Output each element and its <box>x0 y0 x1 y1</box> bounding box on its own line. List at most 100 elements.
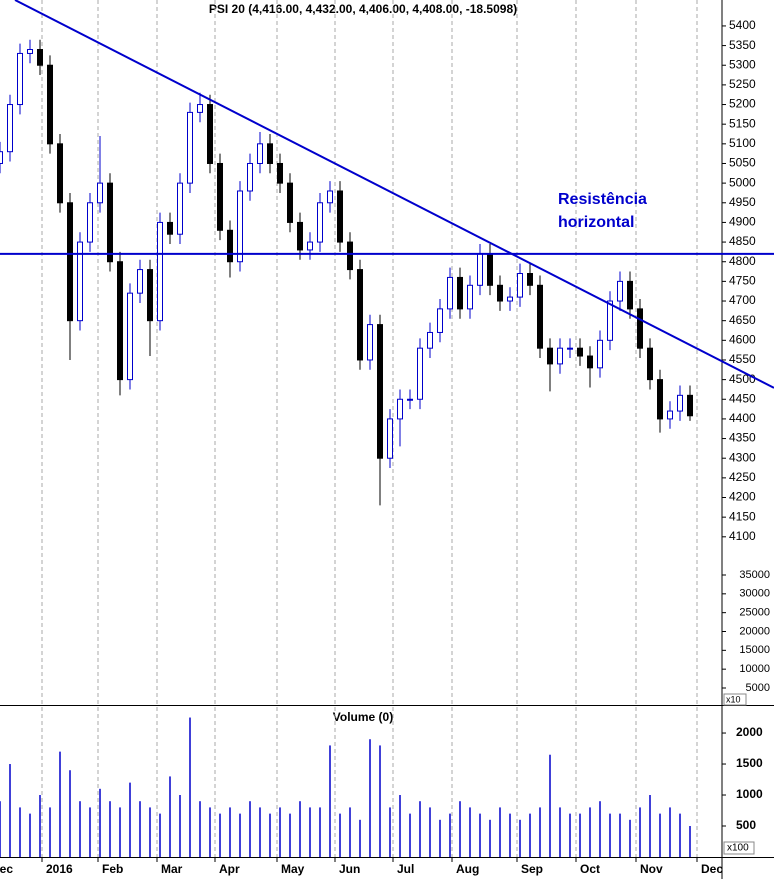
candle-body <box>237 190 243 263</box>
x-tick-label: Mar <box>161 862 183 876</box>
x-tick-label: Aug <box>456 862 479 876</box>
x-tick-label: Jul <box>397 862 414 876</box>
candle-body <box>657 379 663 420</box>
volume-bar <box>309 807 311 857</box>
candle-body <box>627 280 633 310</box>
volume-bar <box>99 788 101 857</box>
volume-bar <box>529 813 531 857</box>
candle-body <box>467 284 473 310</box>
candle-body <box>477 253 483 286</box>
x-tick-label: 2016 <box>46 862 73 876</box>
volume-bar <box>89 807 91 857</box>
candle-body <box>547 347 553 365</box>
y-tick-label: 4200 <box>729 490 756 504</box>
candle-body <box>587 355 593 369</box>
volume-bar <box>469 807 471 857</box>
volume-bar <box>239 813 241 857</box>
y-tick-label: 4300 <box>729 450 756 464</box>
volume-bar <box>559 807 561 857</box>
volume-bar <box>289 813 291 857</box>
volume-bar <box>499 807 501 857</box>
chart-title: PSI 20 (4,416.00, 4,432.00, 4,406.00, 4,… <box>209 2 517 16</box>
y-tick-label: 4800 <box>729 254 756 268</box>
x-tick-label: Jun <box>339 862 360 876</box>
volume-bar <box>639 807 641 857</box>
candle-body <box>117 261 123 381</box>
y-tick-label: 4650 <box>729 313 756 327</box>
candle-body <box>177 182 183 235</box>
candle-body <box>197 104 203 113</box>
volume-bar <box>369 739 371 857</box>
volume-bar <box>0 801 1 857</box>
x-tick-label: May <box>281 862 305 876</box>
candle-body <box>647 347 653 381</box>
candle-body <box>267 143 273 164</box>
candle-body <box>617 280 623 302</box>
volume-bar <box>249 801 251 857</box>
volume-bar <box>449 813 451 857</box>
volume-bar <box>199 801 201 857</box>
volume-bar <box>119 807 121 857</box>
volume-bar <box>599 801 601 857</box>
volume-bar <box>689 826 691 857</box>
candle-body <box>667 410 673 420</box>
volume-bar <box>259 807 261 857</box>
y2-tick-label: 35000 <box>739 569 770 581</box>
annotation: horizontal <box>558 214 634 231</box>
volume-title: Volume (0) <box>333 710 393 724</box>
volume-bar <box>509 813 511 857</box>
y-tick-label: 4350 <box>729 431 756 445</box>
volume-bar <box>29 813 31 857</box>
candle-body <box>17 52 23 106</box>
volume-bar <box>229 807 231 857</box>
y2-tick-label: 15000 <box>739 644 770 656</box>
y-tick-label: 5000 <box>729 175 756 189</box>
volume-bar <box>349 807 351 857</box>
x-tick-label: Dec <box>0 862 13 876</box>
x-tick-label: Dec <box>701 862 723 876</box>
volume-bar <box>339 813 341 857</box>
volume-bar <box>189 717 191 857</box>
volume-bar <box>299 801 301 857</box>
candle-body <box>307 241 313 251</box>
volume-bar <box>489 819 491 857</box>
candle-body <box>0 151 3 164</box>
candle-body <box>47 64 53 145</box>
candle-body <box>487 253 493 286</box>
volume-bar <box>9 764 11 857</box>
candle-body <box>77 241 83 322</box>
candle-body <box>357 269 363 361</box>
y-tick-label: 4100 <box>729 529 756 543</box>
candle-body <box>387 418 393 459</box>
candle-body <box>107 182 113 263</box>
candle-body <box>7 104 13 153</box>
volume-bar <box>619 813 621 857</box>
volume-bar <box>49 807 51 857</box>
y-tick-label: 4250 <box>729 470 756 484</box>
candle-body <box>507 296 513 302</box>
x-tick-label: Apr <box>219 862 240 876</box>
volume-bar <box>59 751 61 857</box>
candle-body <box>287 182 293 223</box>
y-tick-label: 1500 <box>736 756 763 770</box>
volume-unit: x100 <box>727 843 749 854</box>
y-tick-label: 4550 <box>729 352 756 366</box>
y2-tick-label: 25000 <box>739 607 770 619</box>
y-tick-label: 4950 <box>729 195 756 209</box>
x-tick-label: Sep <box>521 862 543 876</box>
candle-body <box>437 308 443 333</box>
volume-bar <box>609 813 611 857</box>
volume-bar <box>579 813 581 857</box>
volume-bar <box>409 813 411 857</box>
candles <box>0 39 693 506</box>
volume-bar <box>109 801 111 857</box>
volume-bar <box>139 801 141 857</box>
y2-tick-label: 10000 <box>739 663 770 675</box>
y-tick-label: 500 <box>736 818 756 832</box>
candle-body <box>397 398 403 420</box>
y-tick-label: 4750 <box>729 274 756 288</box>
candle-body <box>317 202 323 243</box>
y-tick-label: 4400 <box>729 411 756 425</box>
volume-bar <box>129 782 131 857</box>
